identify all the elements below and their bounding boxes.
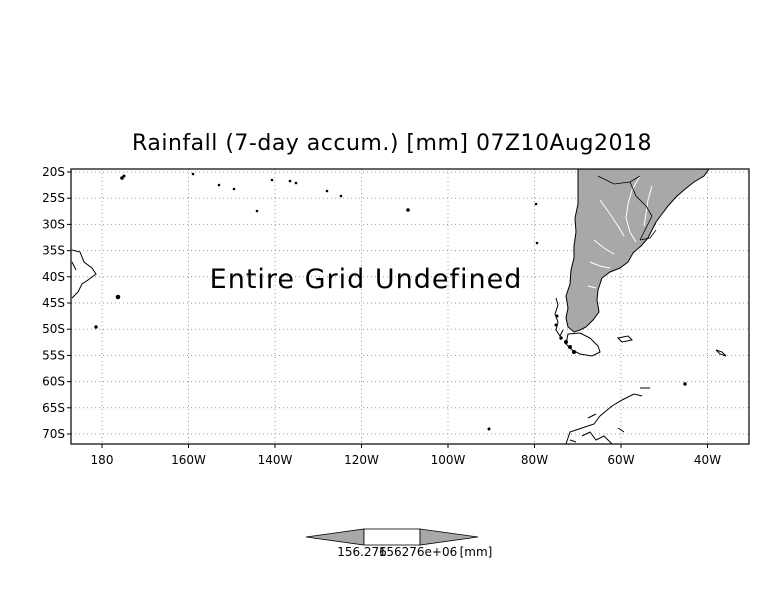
south-america-landmass [554,168,710,357]
latitude-labels: 20S 25S 30S 35S 40S 45S 50S 55S 60S 65S 70S [42,165,65,441]
country-borders [597,175,657,241]
lat-tick-label: 45S [42,296,65,310]
antarctica-coast [565,387,650,445]
lat-tick-label: 70S [42,427,65,441]
lon-tick-label: 100W [431,453,466,467]
new-zealand-coast [71,249,97,299]
lat-tick-label: 55S [42,348,65,362]
colorbar-box [363,528,421,546]
lon-tick-label: 160W [171,453,206,467]
lat-tick-label: 50S [42,322,65,336]
lon-tick-label: 80W [521,453,548,467]
lon-tick-label: 120W [344,453,379,467]
islands [94,172,727,431]
map-title: Rainfall (7-day accum.) [mm] 07Z10Aug201… [132,131,652,156]
lat-tick-label: 30S [42,217,65,231]
lon-tick-label: 140W [258,453,293,467]
lon-tick-label: 40W [694,453,721,467]
colorbar-max-label: 156276e+06 [379,545,458,559]
longitude-labels: 180 160W 140W 120W 100W 80W 60W 40W [91,453,722,467]
lon-tick-label: 180 [91,453,114,467]
colorbar-right-arrow [419,528,479,546]
lat-tick-label: 40S [42,270,65,284]
lat-tick-label: 60S [42,375,65,389]
colorbar-min-label: 156.276 [337,545,387,559]
lon-tick-label: 60W [607,453,634,467]
lat-tick-label: 20S [42,165,65,179]
colorbar-left-arrow [305,528,365,546]
map-frame [70,168,750,445]
lat-tick-label: 25S [42,191,65,205]
colorbar-unit-label: [mm] [460,545,493,559]
lat-tick-label: 35S [42,244,65,258]
lat-tick-label: 65S [42,401,65,415]
colorbar: 156.276 156276e+06 [mm] [305,528,493,559]
grid-undefined-message: Entire Grid Undefined [210,264,523,295]
